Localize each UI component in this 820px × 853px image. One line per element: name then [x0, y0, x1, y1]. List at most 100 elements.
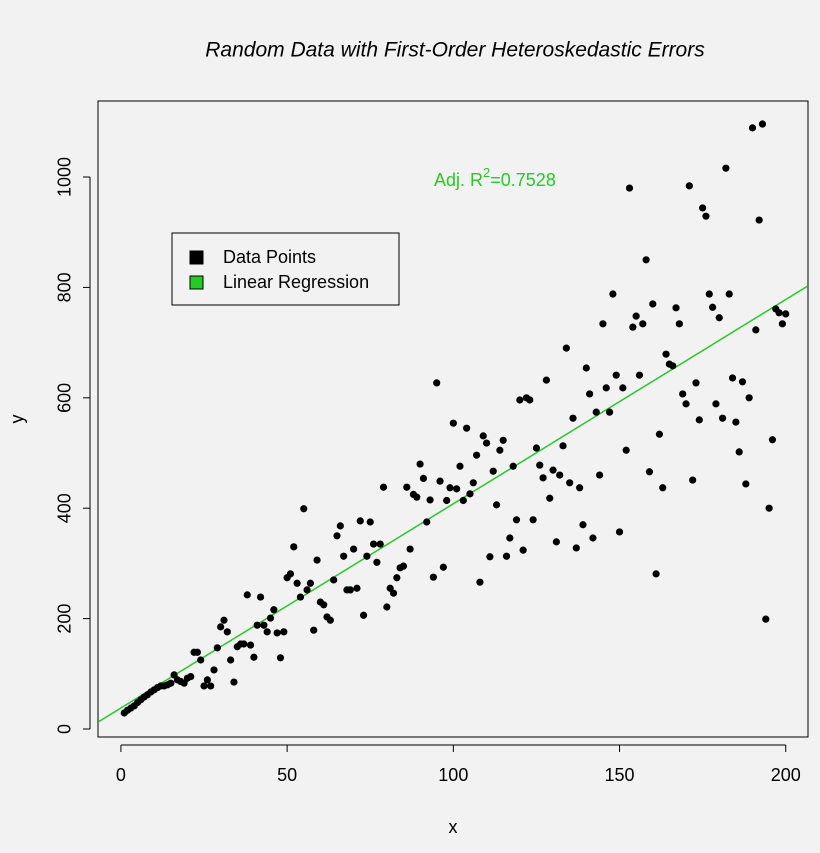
data-point [266, 614, 275, 622]
data-point [655, 430, 664, 438]
y-axis-label: y [7, 415, 27, 424]
data-point [439, 563, 447, 571]
data-point [413, 493, 421, 501]
data-point [702, 212, 710, 220]
data-point [675, 320, 683, 328]
data-point [286, 570, 295, 578]
data-point [605, 408, 614, 416]
data-point [562, 344, 570, 352]
data-point [306, 579, 315, 587]
data-point [256, 593, 265, 601]
data-point [399, 562, 408, 570]
data-point [270, 606, 278, 614]
x-tick-label: 150 [605, 765, 635, 785]
legend-label: Data Points [223, 247, 316, 267]
data-point [369, 540, 378, 548]
data-point [273, 629, 281, 637]
data-point [499, 436, 507, 444]
y-tick-label: 600 [55, 383, 75, 413]
data-point [635, 371, 644, 379]
data-point [260, 621, 268, 629]
data-point [220, 616, 228, 624]
data-point [406, 545, 414, 553]
data-point [732, 418, 740, 426]
data-point [363, 552, 371, 560]
data-point [695, 416, 703, 424]
data-point [446, 484, 454, 492]
data-point [632, 312, 640, 320]
regression-line [98, 285, 808, 723]
data-point [419, 474, 428, 482]
data-point [599, 320, 607, 328]
data-point [582, 364, 590, 372]
data-point [712, 400, 720, 408]
data-point [579, 521, 587, 529]
x-axis-label: x [449, 817, 458, 837]
data-point [762, 615, 770, 623]
data-point [602, 384, 610, 392]
data-point [586, 390, 594, 398]
legend-swatch [189, 275, 204, 290]
legend-label: Linear Regression [223, 272, 369, 292]
data-point [250, 653, 258, 661]
data-point [748, 124, 757, 132]
data-point [532, 444, 541, 452]
annotation: Adj. R2=0.7528 [434, 165, 556, 189]
data-point [276, 654, 285, 662]
data-point [775, 309, 783, 317]
data-point [652, 570, 660, 578]
data-point [622, 446, 630, 454]
data-point [300, 505, 308, 513]
annotation-text: Adj. R [434, 170, 483, 190]
legend: Data Points Linear Regression [171, 232, 400, 306]
data-point [383, 603, 391, 611]
data-point [313, 556, 321, 564]
data-point [350, 545, 358, 553]
data-point [556, 471, 564, 479]
x-tick-label: 100 [438, 765, 468, 785]
data-point [536, 461, 544, 469]
data-point [200, 682, 208, 690]
data-point [243, 591, 251, 599]
chart-title: Random Data with First-Order Heteroskeda… [205, 39, 705, 62]
data-point [473, 451, 481, 459]
data-point [738, 378, 747, 386]
data-point [612, 371, 620, 379]
y-tick-label: 400 [55, 493, 75, 523]
data-point [403, 483, 411, 491]
data-point [476, 578, 484, 586]
data-point [682, 400, 690, 408]
data-point [489, 467, 497, 475]
data-point [227, 656, 235, 664]
data-point [436, 477, 444, 485]
data-point [203, 676, 211, 684]
data-point [778, 320, 787, 328]
data-point [546, 494, 554, 502]
data-point [685, 182, 693, 190]
data-point [566, 479, 574, 487]
x-tick-label: 50 [277, 765, 297, 785]
data-point [389, 589, 398, 597]
data-point [416, 460, 424, 468]
data-point [552, 538, 560, 546]
y-tick-label: 200 [55, 604, 75, 634]
data-point [217, 623, 225, 631]
data-point [502, 552, 511, 560]
data-point [529, 516, 537, 524]
data-point [619, 384, 627, 392]
data-point [463, 424, 471, 432]
data-point [453, 485, 461, 493]
data-point [210, 666, 218, 674]
data-point [549, 466, 557, 474]
data-point [615, 528, 624, 536]
data-point [167, 679, 175, 687]
data-point [542, 376, 551, 384]
x-tick-label: 200 [771, 765, 801, 785]
data-point [207, 682, 215, 690]
data-point [782, 310, 790, 318]
annotation-text: =0.7528 [490, 170, 556, 190]
data-point [373, 558, 381, 566]
data-point [459, 496, 467, 505]
y-tick-label: 0 [55, 724, 75, 734]
